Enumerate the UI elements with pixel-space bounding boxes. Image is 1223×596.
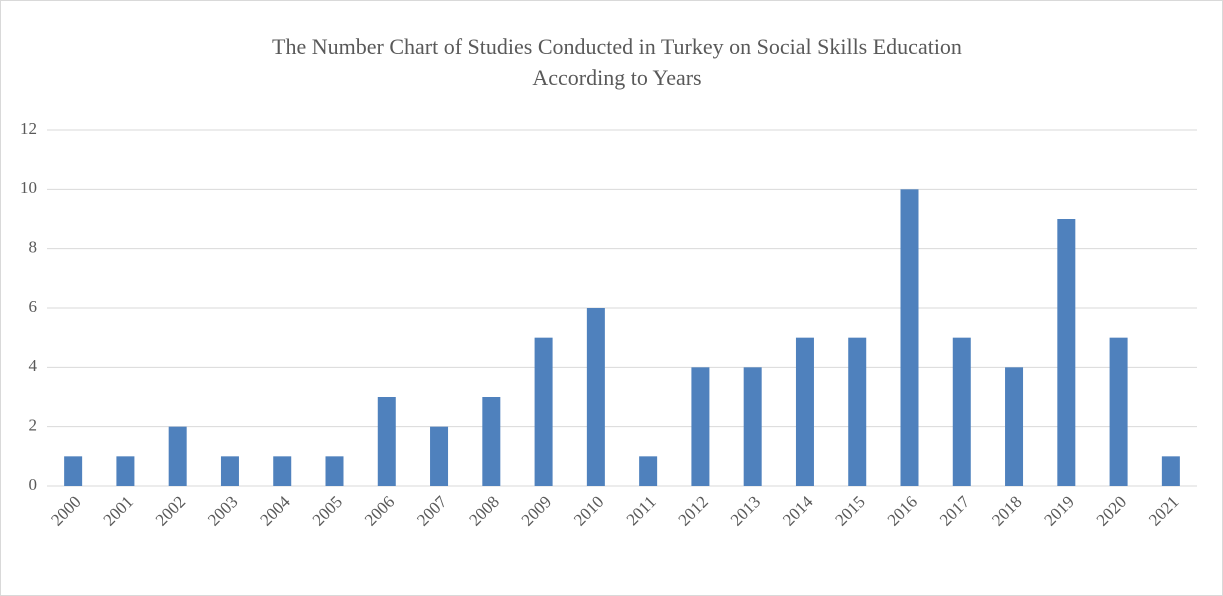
bar	[377, 397, 396, 486]
bar	[273, 456, 292, 486]
bar	[586, 308, 605, 486]
bar	[430, 426, 449, 486]
bar	[325, 456, 344, 486]
bar	[639, 456, 658, 486]
bar	[64, 456, 83, 486]
y-tick-label: 2	[29, 416, 38, 435]
bar	[1161, 456, 1180, 486]
bar	[482, 397, 501, 486]
bar	[220, 456, 239, 486]
bar	[1005, 367, 1024, 486]
bar	[168, 426, 187, 486]
bar	[116, 456, 135, 486]
y-tick-label: 10	[20, 178, 37, 197]
bar	[743, 367, 762, 486]
bar	[691, 367, 710, 486]
bar	[1057, 219, 1076, 486]
bar	[952, 337, 971, 486]
y-tick-label: 4	[29, 356, 38, 375]
y-tick-label: 0	[29, 475, 38, 494]
bar	[795, 337, 814, 486]
y-tick-label: 8	[29, 238, 38, 257]
chart-title: According to Years	[532, 65, 701, 90]
bar	[1109, 337, 1128, 486]
bar	[848, 337, 867, 486]
y-tick-label: 6	[29, 297, 38, 316]
y-tick-label: 12	[20, 119, 37, 138]
bar	[534, 337, 553, 486]
chart-title: The Number Chart of Studies Conducted in…	[272, 34, 962, 59]
bar	[900, 189, 919, 487]
